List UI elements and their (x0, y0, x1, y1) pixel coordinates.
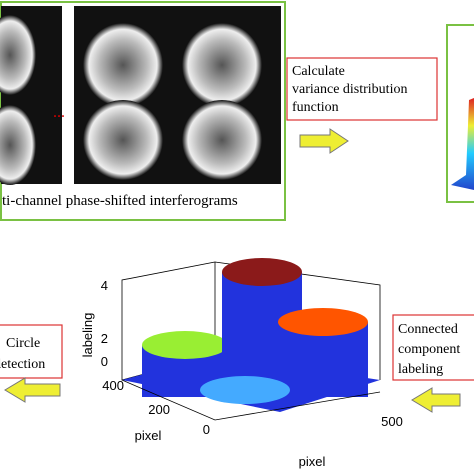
y-tick-label: 200 (148, 402, 170, 417)
arrow (299, 128, 349, 154)
step-box (392, 314, 474, 381)
step-text: labeling (398, 362, 443, 377)
step-text: detection (0, 357, 45, 372)
step-text: function (292, 100, 339, 115)
step-text: Circle (6, 336, 40, 351)
interferogram (0, 105, 36, 185)
step-box (0, 324, 63, 379)
ellipsis: ... (53, 104, 65, 121)
variance-plot (451, 98, 474, 190)
step-box (286, 57, 438, 121)
x-axis-label: pixel (299, 454, 326, 469)
interferogram (83, 100, 163, 180)
step-text: Calculate (292, 64, 345, 79)
step-text: Connected (398, 322, 458, 337)
interferogram (83, 23, 163, 107)
z-tick-label: 0 (101, 354, 108, 369)
step-text: variance distribution (292, 82, 407, 97)
cylinder-top (142, 331, 228, 359)
x-tick-label: 500 (381, 414, 403, 429)
cylinder-top (278, 308, 368, 336)
y-tick-label: 0 (203, 422, 210, 437)
cylinder-top (222, 258, 302, 286)
z-tick-label: 4 (101, 278, 108, 293)
y-axis-label: pixel (135, 428, 162, 443)
arrow (411, 387, 461, 413)
z-tick-label: 2 (101, 331, 108, 346)
z-axis-label: labeling (80, 313, 95, 358)
axis (121, 379, 381, 421)
interferogram (0, 15, 36, 95)
cylinder-top (200, 376, 290, 404)
y-tick-label: 400 (102, 378, 124, 393)
arrow (4, 377, 61, 403)
caption: ti-channel phase-shifted interferograms (2, 193, 238, 209)
interferogram (182, 100, 262, 180)
plot-3d (121, 258, 381, 421)
step-text: component (398, 342, 460, 357)
interferogram (182, 23, 262, 107)
gap (62, 6, 74, 184)
